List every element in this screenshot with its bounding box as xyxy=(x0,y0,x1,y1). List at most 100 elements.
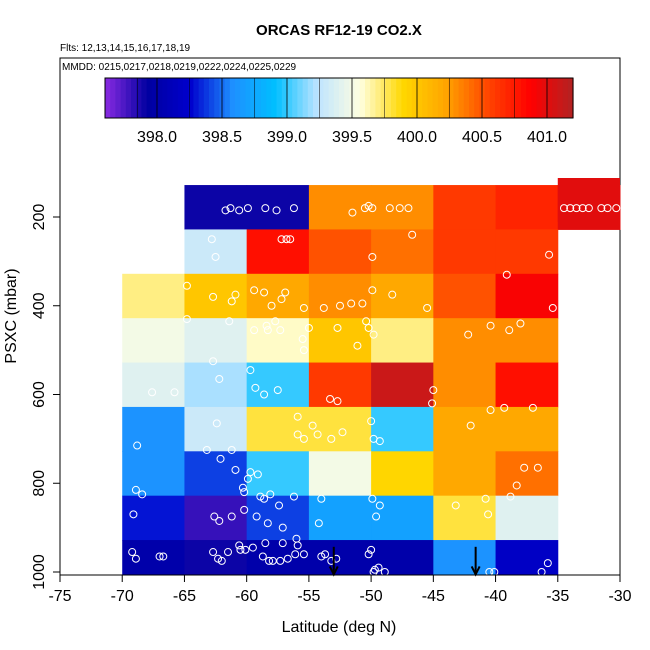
heatmap-cell xyxy=(122,273,185,319)
colorbar-tick-label: 401.0 xyxy=(527,129,567,146)
observation-point xyxy=(207,235,216,244)
colorbar-swatch xyxy=(131,78,137,118)
observation-point xyxy=(266,490,275,499)
colorbar-swatch xyxy=(453,78,460,118)
observation-point xyxy=(155,552,164,561)
x-tick-label: -60 xyxy=(235,588,258,605)
colorbar-tick-label: 400.5 xyxy=(462,129,502,146)
observation-point xyxy=(560,204,568,213)
colorbar-swatch xyxy=(261,78,267,118)
x-tick-label: -30 xyxy=(608,588,631,605)
colorbar-tick-label: 398.5 xyxy=(202,129,242,146)
observation-point xyxy=(395,204,404,213)
colorbar-swatch xyxy=(115,78,122,118)
colorbar-swatch xyxy=(146,78,153,118)
axes: -75 -70 -65 -60 -55 -50 -45 -40 -35 -30 200 400 600 8… xyxy=(31,58,632,605)
observation-point xyxy=(236,545,245,554)
observation-point xyxy=(423,303,432,312)
observation-point xyxy=(375,501,384,510)
observation-point xyxy=(545,250,554,259)
observation-point xyxy=(271,317,280,326)
colorbar-swatch xyxy=(333,78,340,118)
heatmap-cell xyxy=(184,273,248,319)
observation-point xyxy=(368,204,377,213)
observation-point xyxy=(131,554,140,563)
observation-point xyxy=(170,388,179,397)
heatmap-cell xyxy=(184,318,248,364)
heatmap-cell xyxy=(371,273,434,319)
colorbar-swatch xyxy=(167,78,174,118)
observation-point xyxy=(258,552,267,561)
observation-point xyxy=(138,490,147,499)
colorbar-swatch xyxy=(271,78,278,118)
heatmap-cell xyxy=(122,318,185,364)
observation-point xyxy=(277,235,286,244)
heatmap-cell xyxy=(495,362,559,408)
colorbar-swatch xyxy=(339,78,345,118)
colorbar-swatch xyxy=(448,78,454,118)
heatmap-cell xyxy=(433,406,497,452)
observation-point xyxy=(129,510,138,519)
colorbar-swatch xyxy=(385,78,392,118)
colorbar-swatch xyxy=(541,78,548,118)
colorbar-swatch xyxy=(375,78,382,118)
colorbar-swatch xyxy=(302,78,309,118)
colorbar-swatch xyxy=(557,78,564,118)
observation-point xyxy=(333,323,342,332)
observation-point xyxy=(516,319,525,328)
colorbar-swatch xyxy=(276,78,283,118)
colorbar-swatch xyxy=(157,78,163,118)
colorbar-swatch xyxy=(125,78,132,118)
heatmap-cell xyxy=(122,540,185,576)
observation-point xyxy=(215,516,224,525)
heatmap-cell xyxy=(246,451,310,497)
observation-point xyxy=(597,204,606,213)
heatmap-cell xyxy=(557,178,620,222)
colorbar-swatch xyxy=(193,78,200,118)
heatmap-cells xyxy=(122,178,621,576)
observation-point xyxy=(159,552,168,561)
heatmap-cell xyxy=(184,229,248,275)
observation-point xyxy=(326,394,335,403)
observation-point xyxy=(251,383,260,392)
colorbar-swatch xyxy=(172,78,179,118)
observation-point xyxy=(243,204,252,213)
observation-point xyxy=(612,204,621,213)
observation-point xyxy=(358,299,367,308)
colorbar-swatch xyxy=(391,78,397,118)
colorbar-swatch xyxy=(266,78,272,118)
colorbar-swatch xyxy=(255,78,262,118)
colorbar-frame xyxy=(104,77,574,119)
observation-point xyxy=(327,556,336,565)
heatmap-cell xyxy=(371,185,434,230)
colorbar-swatch xyxy=(411,78,418,118)
observation-point xyxy=(520,463,529,472)
colorbar-swatch xyxy=(521,78,527,118)
heatmap-cell xyxy=(495,406,559,452)
observation-point xyxy=(533,463,542,472)
observation-point xyxy=(317,494,326,503)
colorbar-swatch xyxy=(437,78,444,118)
chart-title: ORCAS RF12-19 CO2.X xyxy=(256,22,422,39)
colorbar-swatch xyxy=(552,78,558,118)
x-tick-label: -40 xyxy=(484,588,507,605)
colorbar-tick-label: 398.0 xyxy=(137,129,177,146)
observation-point xyxy=(364,550,373,559)
heatmap-cell xyxy=(495,229,559,275)
observation-point xyxy=(603,204,612,213)
observation-point xyxy=(502,270,511,279)
colorbar-swatch xyxy=(287,78,293,118)
observation-point xyxy=(283,554,292,563)
observation-point xyxy=(428,399,437,408)
colorbar-swatch xyxy=(370,78,376,118)
x-tick-label: -70 xyxy=(111,588,134,605)
colorbar-swatch xyxy=(500,78,506,118)
observation-point xyxy=(566,204,575,213)
colorbar-swatch xyxy=(203,78,210,118)
observation-point xyxy=(353,341,362,350)
observation-point xyxy=(182,315,191,324)
observation-point xyxy=(246,366,255,375)
observation-point xyxy=(235,541,244,550)
observation-point xyxy=(369,330,378,339)
